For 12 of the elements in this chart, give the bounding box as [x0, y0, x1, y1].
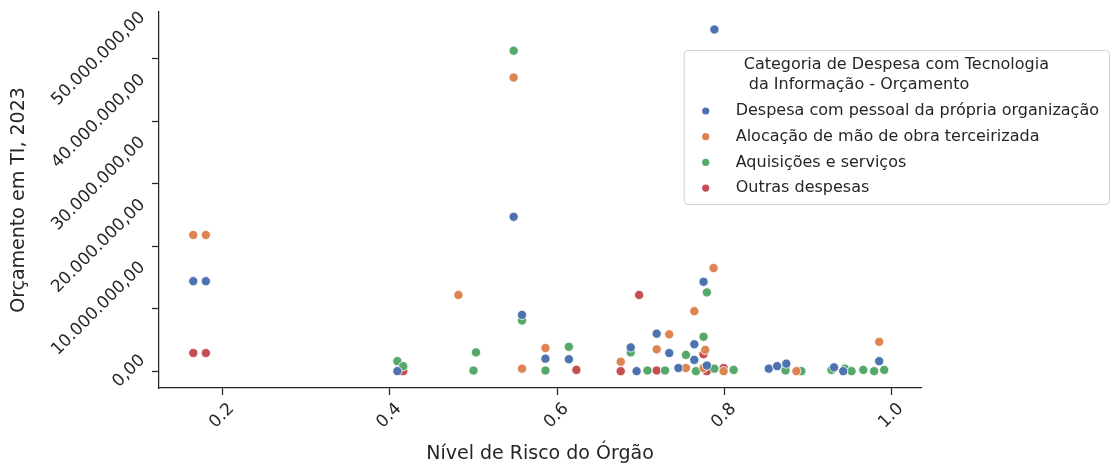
y-axis-title: Orçamento em TI, 2023 — [6, 87, 29, 313]
x-tick-label: 0.6 — [538, 398, 573, 432]
x-axis-title: Nível de Risco do Órgão — [426, 439, 654, 463]
x-tick-label: 0.2 — [204, 398, 238, 432]
legend-label: Aquisições e serviços — [735, 151, 907, 171]
legend-label: Outras despesas — [735, 177, 870, 197]
legend-label: Alocação de mão de obra terceirizada — [735, 125, 1040, 145]
x-tick-label: 0.8 — [706, 398, 740, 432]
legend-label: Despesa com pessoal da própria organização — [735, 100, 1099, 120]
x-tick-label: 0.4 — [371, 398, 405, 432]
x-tick-label: 1.0 — [873, 398, 907, 432]
legend-title: Categoria de Despesa com Tecnologia da Informação - Orçamento — [743, 54, 1049, 94]
